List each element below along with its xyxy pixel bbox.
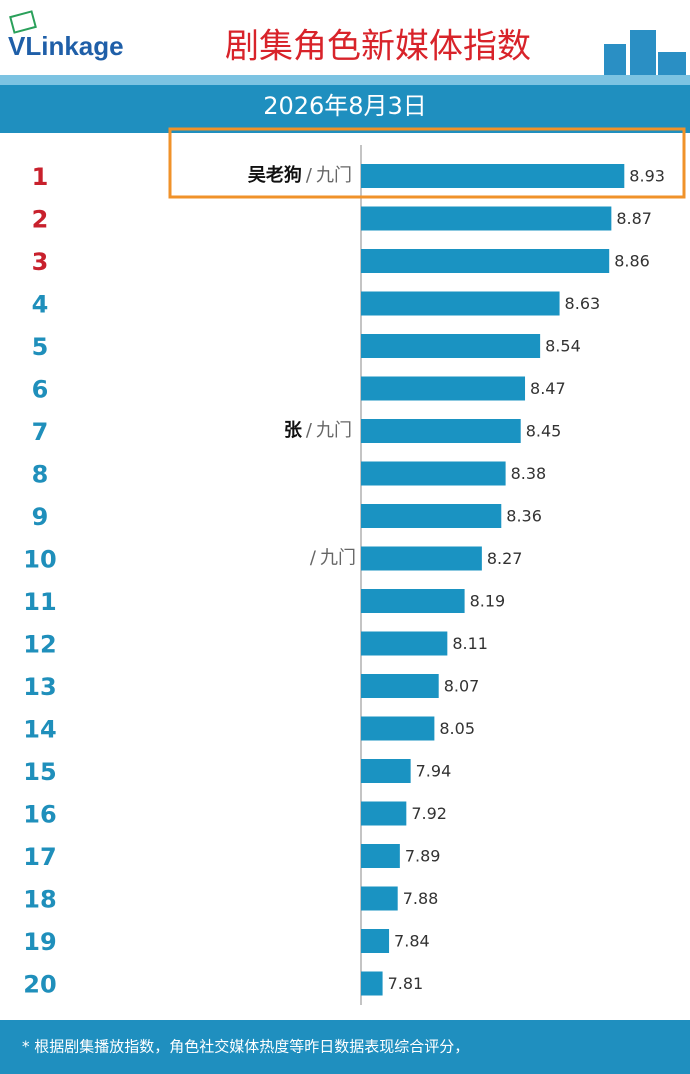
rank: 17 <box>23 843 56 871</box>
podium-icon <box>604 30 686 75</box>
rank: 13 <box>23 673 56 701</box>
value-label: 7.89 <box>405 847 441 866</box>
value-label: 8.27 <box>487 549 523 568</box>
footnote: * 根据剧集播放指数，角色社交媒体热度等昨日数据表现综合评分， <box>22 1038 469 1056</box>
value-label: 8.87 <box>616 209 652 228</box>
value-label: 7.84 <box>394 932 430 951</box>
bar <box>361 971 383 996</box>
rank: 3 <box>32 248 49 276</box>
rank: 12 <box>23 631 56 659</box>
drama-name: 九门 <box>316 165 352 186</box>
bar <box>361 376 526 401</box>
bar <box>361 929 390 953</box>
rank: 2 <box>32 206 49 234</box>
bar <box>361 164 625 188</box>
row-label: 张 / 九门 <box>284 420 352 441</box>
bar <box>361 461 506 486</box>
character-name: 张 <box>284 420 303 441</box>
value-label: 8.19 <box>470 592 506 611</box>
rank: 8 <box>32 461 49 489</box>
row-label: 吴老狗 / 九门 <box>248 164 352 186</box>
value-label: 7.92 <box>411 804 447 823</box>
drama-name: 九门 <box>320 548 356 569</box>
footer-band <box>0 1020 690 1074</box>
bar <box>361 291 560 316</box>
bar <box>361 504 502 528</box>
value-label: 8.93 <box>629 167 665 186</box>
value-label: 7.81 <box>388 974 424 993</box>
value-label: 8.86 <box>614 252 650 271</box>
rank: 9 <box>32 503 49 531</box>
value-label: 8.54 <box>545 337 581 356</box>
rank: 7 <box>32 418 49 446</box>
character-name: 吴老狗 <box>248 164 302 186</box>
separator: / <box>306 165 313 186</box>
subtitle: 2026年8月3日 <box>263 92 427 120</box>
value-label: 8.11 <box>452 634 488 653</box>
logo-icon <box>9 10 37 34</box>
value-label: 8.45 <box>526 422 562 441</box>
rank: 11 <box>23 588 56 616</box>
drama-name: 九门 <box>316 420 352 441</box>
rank: 15 <box>23 758 56 786</box>
bar <box>361 631 448 656</box>
row-label: / 九门 <box>310 548 356 569</box>
value-label: 8.47 <box>530 379 566 398</box>
bar <box>361 844 400 868</box>
bar <box>361 716 435 741</box>
bar <box>361 674 439 698</box>
value-label: 8.05 <box>439 719 475 738</box>
value-label: 7.88 <box>403 889 439 908</box>
bar <box>361 206 612 231</box>
bar <box>361 334 541 358</box>
rank: 1 <box>32 163 49 191</box>
rank: 20 <box>23 971 56 999</box>
bar <box>361 249 610 273</box>
value-label: 8.07 <box>444 677 480 696</box>
rank: 10 <box>23 546 56 574</box>
band-stripe <box>0 75 690 85</box>
brand: VLinkage <box>8 31 124 61</box>
value-label: 8.36 <box>506 507 542 526</box>
rank: 6 <box>32 376 49 404</box>
rank: 4 <box>32 291 49 319</box>
bar <box>361 886 398 911</box>
separator: / <box>310 548 317 569</box>
value-label: 8.38 <box>511 464 547 483</box>
rank: 14 <box>23 716 56 744</box>
bar <box>361 759 411 783</box>
rank: 18 <box>23 886 56 914</box>
bar <box>361 419 521 443</box>
bar <box>361 546 482 571</box>
separator: / <box>306 420 313 441</box>
bar <box>361 589 465 613</box>
rank: 19 <box>23 928 56 956</box>
rank: 5 <box>32 333 49 361</box>
value-label: 8.63 <box>565 294 601 313</box>
chart-title: 剧集角色新媒体指数 <box>225 27 531 67</box>
value-label: 7.94 <box>416 762 452 781</box>
highlight-box <box>168 127 686 199</box>
bar <box>361 801 407 826</box>
rank: 16 <box>23 801 56 829</box>
